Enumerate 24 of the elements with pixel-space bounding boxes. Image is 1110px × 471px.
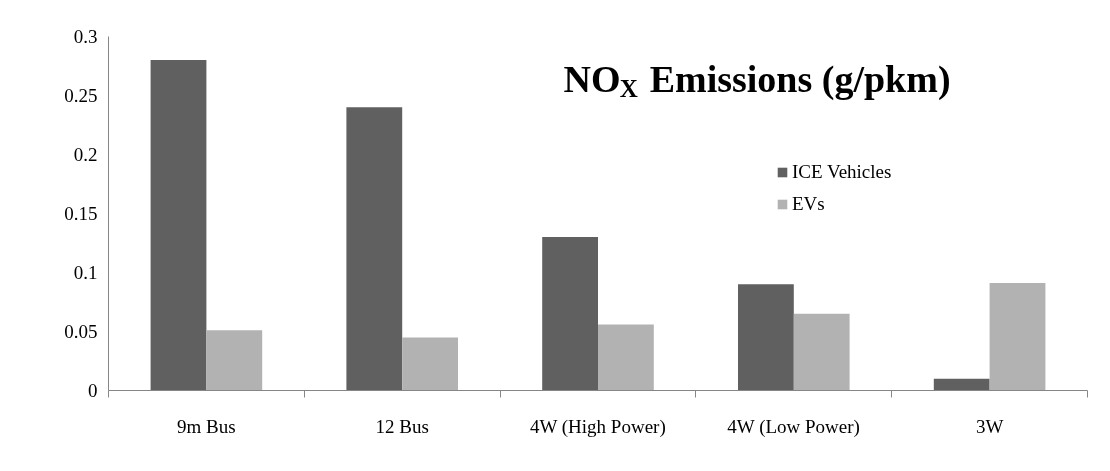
y-tick-label: 0.15 xyxy=(64,203,98,224)
x-tick-label: 12 Bus xyxy=(375,415,429,437)
y-tick-label: 0.1 xyxy=(73,262,98,283)
x-tick-label: 3W xyxy=(975,415,1004,437)
y-tick-label: 0.3 xyxy=(73,26,98,47)
x-tick-label: 9m Bus xyxy=(177,415,236,437)
x-tick-label: 4W (High Power) xyxy=(529,415,666,438)
bar xyxy=(933,378,990,391)
y-tick-label: 0.05 xyxy=(64,321,98,342)
y-tick-label: 0.2 xyxy=(73,144,98,165)
y-tick-label: 0 xyxy=(88,380,98,401)
bar xyxy=(346,107,403,391)
bar xyxy=(542,237,598,391)
y-tick-label: 0.25 xyxy=(64,85,98,106)
legend-label: EVs xyxy=(792,193,825,215)
bar xyxy=(206,330,263,391)
bar xyxy=(150,60,207,391)
bar xyxy=(402,337,458,391)
legend-label: ICE Vehicles xyxy=(792,161,892,183)
bar xyxy=(738,284,794,391)
bar xyxy=(598,324,654,391)
bar xyxy=(793,313,850,391)
x-tick-label: 4W (Low Power) xyxy=(727,415,860,438)
bar xyxy=(989,283,1046,391)
